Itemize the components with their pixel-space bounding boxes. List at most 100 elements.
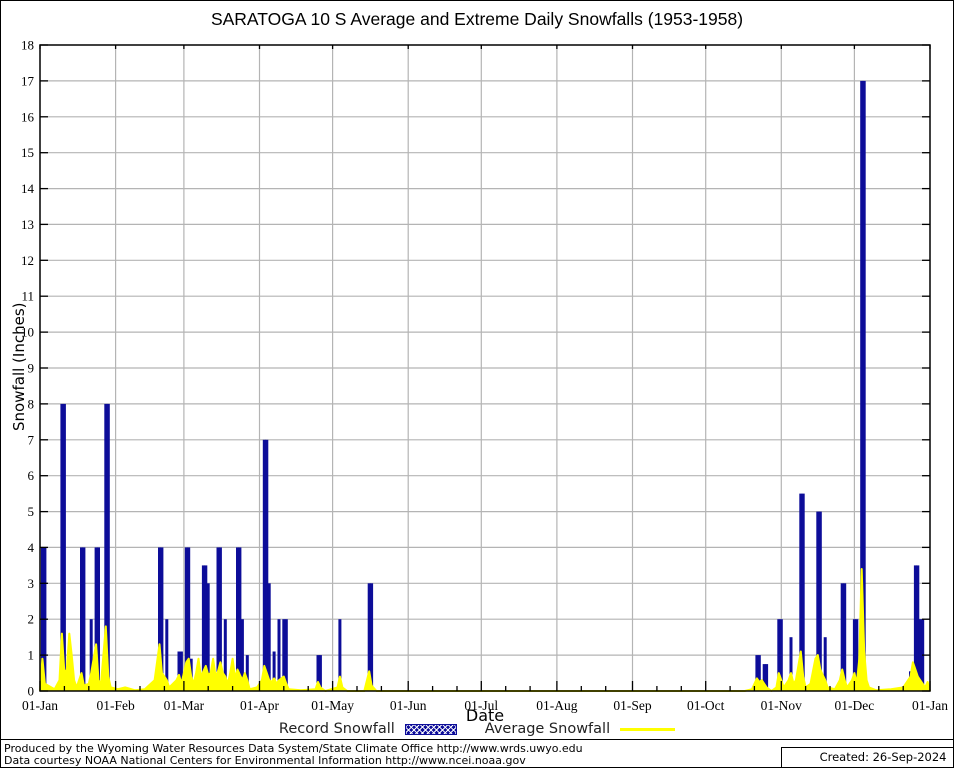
record-snowfall-bar — [918, 619, 922, 691]
record-snowfall-bar — [216, 547, 220, 691]
record-snowfall-swatch — [404, 723, 457, 735]
record-snowfall-bar — [913, 565, 917, 691]
record-snowfall-bar — [318, 655, 322, 691]
average-snowfall-line — [39, 568, 931, 692]
x-tick-label-8: 01-Sep — [613, 698, 651, 713]
record-snowfall-bar — [80, 547, 83, 691]
y-tick-label-18: 18 — [21, 38, 34, 53]
x-tick-label-4: 01-May — [311, 698, 354, 713]
record-snowfall-bar — [823, 637, 827, 691]
record-snowfall-bar — [187, 547, 191, 691]
x-tick-label-12: 01-Jan — [912, 698, 948, 713]
record-snowfall-bar — [267, 583, 271, 691]
record-snowfall-bar — [245, 655, 249, 691]
record-snowfall-bar — [206, 583, 210, 691]
legend-item-average-snowfall: Average Snowfall — [484, 721, 676, 737]
legend-item-record-snowfall: Record Snowfall — [279, 721, 457, 737]
x-tick-label-11: 01-Dec — [835, 698, 875, 713]
x-tick-label-10: 01-Nov — [761, 698, 802, 713]
x-tick-label-5: 01-Jun — [390, 698, 427, 713]
record-snowfall-bar — [265, 439, 269, 691]
y-tick-label-8: 8 — [28, 396, 35, 411]
legend: Record Snowfall Average Snowfall — [0, 721, 954, 737]
y-tick-label-4: 4 — [28, 540, 35, 555]
y-tick-label-13: 13 — [21, 217, 34, 232]
y-tick-label-14: 14 — [21, 181, 35, 196]
x-tick-label-7: 01-Aug — [536, 698, 577, 713]
y-tick-label-16: 16 — [21, 109, 35, 124]
x-tick-label-9: 01-Oct — [687, 698, 725, 713]
record-snowfall-bar — [862, 80, 866, 691]
record-snowfall-bar — [240, 619, 244, 691]
record-snowfall-bar — [755, 655, 759, 691]
record-snowfall-bar — [82, 547, 86, 691]
legend-label-average: Average Snowfall — [484, 721, 611, 737]
y-tick-label-7: 7 — [28, 432, 35, 447]
x-tick-label-0: 01-Jan — [22, 698, 58, 713]
y-tick-label-17: 17 — [21, 73, 35, 88]
record-snowfall-bar — [236, 547, 239, 691]
record-snowfall-bar — [262, 439, 266, 691]
average-snowfall-swatch — [620, 727, 676, 731]
record-snowfall-bar — [779, 619, 783, 691]
x-tick-label-6: 01-Jul — [464, 698, 498, 713]
record-snowfall-bar — [160, 547, 164, 691]
record-snowfall-bar — [158, 547, 161, 691]
record-snowfall-bar — [818, 511, 822, 691]
record-snowfall-bar — [89, 619, 93, 691]
chart-title: SARATOGA 10 S Average and Extreme Daily … — [210, 9, 744, 29]
y-tick-label-9: 9 — [28, 361, 35, 376]
y-axis-title: Snowfall (Inches) — [10, 302, 28, 431]
record-snowfall-bar — [801, 493, 805, 691]
y-tick-label-3: 3 — [28, 576, 35, 591]
record-snowfall-bar — [370, 583, 374, 691]
record-snowfall-bar — [106, 403, 110, 691]
record-snowfall-bar — [816, 511, 820, 691]
record-snowfall-bar — [765, 664, 769, 691]
record-snowfall-bar — [62, 403, 66, 691]
record-snowfall-bar — [201, 565, 205, 691]
record-snowfall-bar — [860, 80, 864, 691]
record-snowfall-bar — [179, 651, 183, 691]
y-tick-label-11: 11 — [21, 289, 34, 304]
record-snowfall-bar — [855, 619, 859, 691]
record-snowfall-bar — [843, 583, 847, 691]
y-tick-label-12: 12 — [21, 253, 34, 268]
x-tick-label-1: 01-Feb — [96, 698, 134, 713]
record-snowfall-bar — [789, 637, 793, 691]
record-snowfall-bar — [60, 403, 64, 691]
record-snowfall-bar — [762, 664, 766, 691]
y-tick-label-5: 5 — [28, 504, 35, 519]
x-axis-title: Date — [465, 706, 505, 725]
record-snowfall-bars — [40, 80, 925, 691]
y-tick-label-10: 10 — [21, 325, 34, 340]
x-tick-label-2: 01-Mar — [164, 698, 205, 713]
y-tick-label-2: 2 — [28, 612, 35, 627]
y-tick-label-1: 1 — [28, 648, 35, 663]
record-snowfall-bar — [238, 547, 242, 691]
legend-label-record: Record Snowfall — [278, 721, 395, 737]
record-snowfall-bar — [94, 547, 98, 691]
record-snowfall-bar — [367, 583, 371, 691]
record-snowfall-bar — [282, 619, 286, 691]
record-snowfall-bar — [916, 565, 920, 691]
footer-credit-wrds: Produced by the Wyoming Water Resources … — [4, 742, 583, 755]
y-tick-label-0: 0 — [28, 684, 35, 699]
y-tick-label-15: 15 — [21, 145, 34, 160]
record-snowfall-bar — [338, 619, 342, 691]
record-snowfall-bar — [272, 651, 276, 691]
record-snowfall-bar — [204, 565, 208, 691]
record-snowfall-bar — [284, 619, 288, 691]
y-tick-label-6: 6 — [28, 468, 35, 483]
record-snowfall-bar — [316, 655, 320, 691]
record-snowfall-bar — [165, 619, 169, 691]
record-snowfall-bar — [177, 651, 181, 691]
x-tick-label-3: 01-Apr — [240, 698, 279, 713]
footer-credit-noaa: Data courtesy NOAA National Centers for … — [4, 754, 526, 767]
created-date: Created: 26-Sep-2024 — [780, 746, 953, 767]
record-snowfall-bar — [757, 655, 761, 691]
record-snowfall-bar — [223, 619, 227, 691]
record-snowfall-bar — [97, 547, 100, 691]
